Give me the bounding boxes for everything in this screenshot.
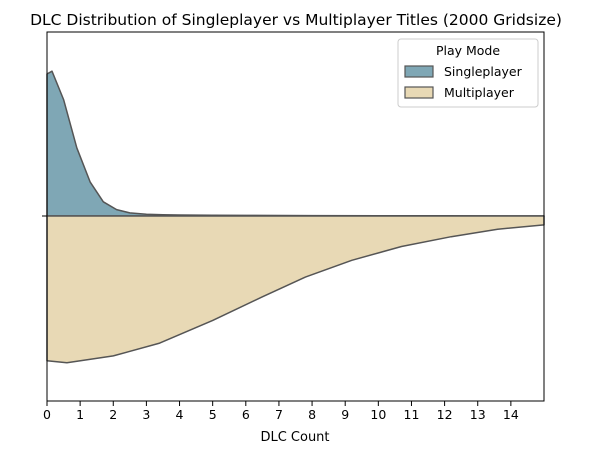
x-tick-label: 5 <box>209 407 217 422</box>
x-ticks: 0 1 2 3 4 5 6 7 8 9 10 11 12 13 14 <box>43 401 519 422</box>
x-tick-label: 6 <box>242 407 250 422</box>
x-tick-label: 12 <box>437 407 453 422</box>
x-tick-label: 9 <box>341 407 349 422</box>
legend-items: Singleplayer Multiplayer <box>404 64 523 100</box>
legend-swatch-multiplayer <box>404 86 434 99</box>
legend-label-singleplayer: Singleplayer <box>444 64 523 79</box>
x-tick-label: 7 <box>275 407 283 422</box>
area-layer <box>46 70 545 364</box>
legend-title: Play Mode <box>436 43 500 58</box>
x-axis-label: DLC Count <box>260 430 329 445</box>
x-tick-label: 2 <box>109 407 117 422</box>
x-tick-label: 10 <box>370 407 386 422</box>
area-multiplayer <box>46 215 545 364</box>
x-tick-label: 3 <box>142 407 150 422</box>
chart-title: DLC Distribution of Singleplayer vs Mult… <box>30 11 562 29</box>
legend-swatch-singleplayer <box>404 65 434 78</box>
x-tick-label: 14 <box>503 407 519 422</box>
x-tick-label: 8 <box>308 407 316 422</box>
x-tick-label: 0 <box>43 407 51 422</box>
x-tick-label: 1 <box>76 407 84 422</box>
legend: Play Mode Singleplayer Multiplayer <box>397 38 539 108</box>
x-tick-label: 13 <box>470 407 486 422</box>
legend-label-multiplayer: Multiplayer <box>444 85 515 100</box>
x-tick-label: 4 <box>176 407 184 422</box>
x-tick-label: 11 <box>404 407 420 422</box>
